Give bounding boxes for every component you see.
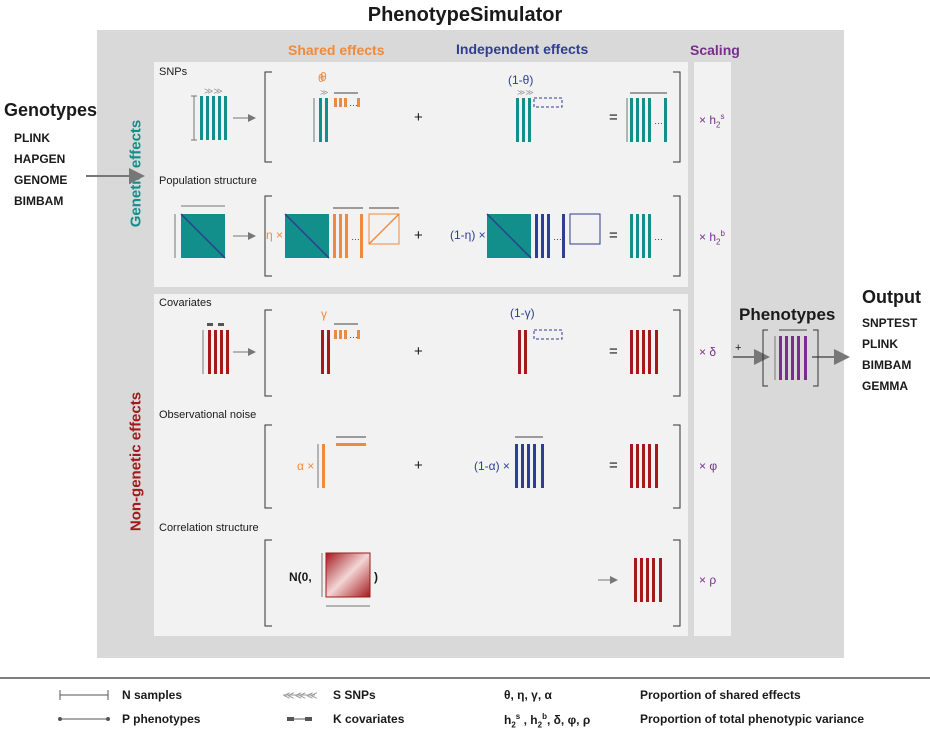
cov-scale: × δ (699, 345, 717, 359)
pop-scale: × h2b (699, 229, 725, 246)
output-format: PLINK (862, 337, 898, 351)
snps-independent-param: (1-θ) (508, 73, 534, 87)
pop-scale-text: × h (699, 230, 717, 244)
pop-equals: = (609, 227, 618, 244)
svg-text:≫≫: ≫≫ (204, 87, 223, 97)
svg-text:θ: θ (318, 73, 324, 85)
noise-shared-param: α × (297, 459, 315, 473)
legend-h-text: h (530, 713, 538, 727)
svg-text:…: … (349, 98, 358, 108)
cov-independent-param: (1-γ) (510, 306, 535, 320)
legend-n-samples: N samples (122, 688, 183, 702)
snps-equals: = (609, 109, 618, 126)
scaling-header: Scaling (690, 42, 740, 58)
legend-s-snps: S SNPs (333, 688, 376, 702)
cov-plus: + (414, 343, 423, 360)
shared-effects-header: Shared effects (288, 42, 385, 58)
covariates-row-graphics: … (202, 309, 681, 397)
genotype-format: BIMBAM (14, 194, 64, 208)
snps-scale-sup: s (720, 112, 725, 121)
snps-row-graphics: ≫≫ θ ≫ … ≫≫ … (191, 71, 681, 163)
svg-text:…: … (351, 232, 360, 242)
svg-text:…: … (654, 232, 663, 242)
covariates-label: Covariates (159, 297, 212, 309)
scaling-box (694, 62, 731, 636)
correlation-structure-label: Correlation structure (159, 522, 259, 534)
phenotypes-graphics (762, 329, 819, 387)
correlation-row-graphics (264, 539, 681, 627)
pop-independent-param: (1-η) × (450, 228, 486, 242)
output-format: GEMMA (862, 379, 908, 393)
population-row-graphics: … … … (174, 195, 681, 277)
svg-text:≫≫: ≫≫ (517, 88, 534, 97)
svg-text:≫: ≫ (320, 88, 328, 97)
snps-scale-text: × h (699, 113, 717, 127)
snps-plus: + (414, 109, 423, 126)
genotypes-title: Genotypes (4, 100, 98, 120)
phenotypes-title: Phenotypes (739, 305, 836, 324)
independent-effects-header: Independent effects (456, 41, 589, 57)
legend-params-shared: θ, η, γ, α (504, 688, 552, 702)
non-genetic-effects-box (154, 294, 688, 636)
genetic-effects-box (154, 62, 688, 287)
population-structure-label: Population structure (159, 175, 257, 187)
genotype-format: GENOME (14, 173, 68, 187)
genotype-format: PLINK (14, 131, 50, 145)
noise-plus: + (414, 457, 423, 474)
genotype-formats: PLINK HAPGEN GENOME BIMBAM (14, 128, 67, 212)
genotype-format: HAPGEN (14, 152, 66, 166)
svg-text:…: … (553, 232, 562, 242)
pop-plus: + (414, 227, 423, 244)
output-format: BIMBAM (862, 358, 912, 372)
pop-scale-sup: b (720, 229, 725, 238)
snps-label: SNPs (159, 66, 188, 78)
snps-shared-param: θ (320, 70, 327, 84)
corr-normal-close: ) (374, 570, 378, 584)
snps-scale: × h2s (699, 112, 724, 129)
noise-independent-param: (1-α) × (474, 459, 510, 473)
observational-noise-label: Observational noise (159, 409, 257, 421)
noise-row-graphics (264, 424, 681, 509)
output-format: SNPTEST (862, 316, 918, 330)
phenotypes-plus: + (735, 342, 742, 354)
svg-text:…: … (654, 116, 663, 126)
pop-shared-param: η × (266, 228, 284, 242)
corr-normal-open: N(0, (289, 570, 312, 584)
noise-scale: × φ (699, 459, 718, 473)
snps-scale-sub: 2 (716, 120, 721, 130)
page-title: PhenotypeSimulator (367, 4, 563, 26)
legend-h-text: h (504, 713, 512, 727)
legend-variance-desc: Proportion of total phenotypic variance (640, 712, 865, 726)
corr-scale: × ρ (699, 573, 717, 587)
output-title: Output (862, 287, 921, 307)
cov-equals: = (609, 343, 618, 360)
svg-text:…: … (349, 330, 358, 340)
pop-scale-sub: 2 (716, 237, 721, 247)
legend-p-phenotypes: P phenotypes (122, 712, 201, 726)
output-formats: SNPTEST PLINK BIMBAM GEMMA (862, 313, 917, 397)
legend-k-covariates: K covariates (333, 712, 405, 726)
legend-params-rest: , δ, φ, ρ (546, 713, 591, 727)
legend-graphics: ≪≪≪ (58, 689, 318, 721)
cov-shared-param: γ (321, 307, 327, 321)
noise-equals: = (609, 457, 618, 474)
legend-shared-desc: Proportion of shared effects (640, 688, 801, 702)
legend-params-variance: h2s , h2b, δ, φ, ρ (504, 712, 591, 730)
